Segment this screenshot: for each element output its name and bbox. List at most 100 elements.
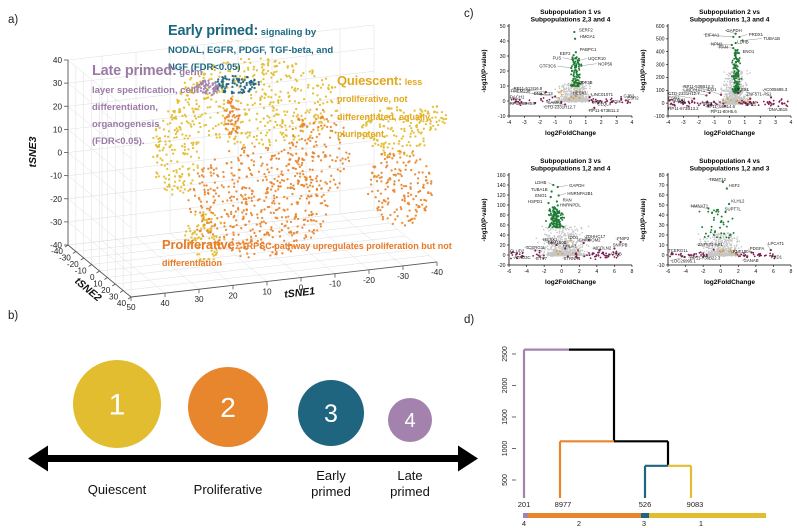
gene-label: RAN xyxy=(563,198,572,203)
gene-point xyxy=(534,249,537,252)
gene-label: NMNAT1 xyxy=(691,204,709,209)
volcano-axes xyxy=(667,173,791,266)
volcano-xtick: -2 xyxy=(542,269,547,275)
volcano-xtick: 1 xyxy=(584,120,587,126)
gene-label: RNF150 xyxy=(733,249,750,254)
gene-point xyxy=(564,103,567,106)
gene-point xyxy=(727,202,731,206)
volcano-ticks: -100 0 100 200 300 400 500 600 -4 -3 -2 -1 0 1 2 3 4 xyxy=(654,24,792,126)
gene-label: KLHL2 xyxy=(731,199,745,204)
tsne-tick-labels: 403020100-10-20-30-40-40-30-20-100102030… xyxy=(50,56,443,312)
subpopulation-label: Early xyxy=(316,468,346,483)
volcano-ytick: 70 xyxy=(659,183,665,189)
gene-label: RP11-80H5.9 xyxy=(510,101,536,106)
annotation-quiescent: Quiescent: less proliferative, not diffe… xyxy=(337,72,457,141)
tsne3-tick: 10 xyxy=(53,125,63,134)
volcano-ytick: 80 xyxy=(659,173,665,179)
volcano-ytick: 500 xyxy=(656,37,665,43)
gene-label: EEF2 xyxy=(560,51,571,56)
annotation-early-primed-body: signaling by NODAL, EGFR, PDGF, TGF-beta… xyxy=(168,27,334,73)
subpopulation-circle-3 xyxy=(298,380,364,446)
gene-point xyxy=(572,54,575,57)
volcano-xtick: -6 xyxy=(666,269,671,275)
tsne3-tick: 40 xyxy=(53,56,63,65)
gene-label: ETV7 xyxy=(536,256,547,261)
volcano-title-line1: Subpopulation 4 vs xyxy=(699,158,760,165)
gene-label: HNRNPA2B1 xyxy=(567,191,593,196)
gene-label: FNIP2 xyxy=(617,236,630,241)
dendro-leaf-count: 201 xyxy=(518,500,531,509)
gene-label: CAMK2 xyxy=(547,100,562,105)
tsne-grid xyxy=(67,24,438,298)
gene-label: RP11-348I14.6 xyxy=(706,104,735,109)
volcano-ytick: 0 xyxy=(662,253,665,259)
gene-label: RP11-80H5.6 xyxy=(711,109,737,114)
dendro-ytick: 1000 xyxy=(502,441,509,457)
volcano-ticks: -10 0 10 20 30 40 50 60 70 80 -6 -4 -2 0 2 4 6 8 xyxy=(657,173,793,275)
gene-label: LDHB xyxy=(535,180,547,185)
subpopulation-number: 4 xyxy=(404,410,415,432)
gene-point xyxy=(556,204,559,207)
gene-label: GLUD2 xyxy=(510,249,525,254)
volcano-ylabel: -log10(P-value) xyxy=(482,198,488,241)
volcano-title-line1: Subpopulation 2 vs xyxy=(699,9,760,16)
volcano-ytick: 60 xyxy=(659,193,665,199)
gene-label: IDO1 xyxy=(568,235,579,240)
volcano-xtick: -4 xyxy=(666,120,671,126)
gene-point xyxy=(610,100,614,103)
dendro-branches xyxy=(522,348,693,498)
annotation-proliferative-body: TRPSC pathway upregulates proliferation … xyxy=(162,241,452,269)
volcano-ytick: 20 xyxy=(659,233,665,239)
subpopulation-1: 1 Quiescent xyxy=(73,360,161,497)
gene-point xyxy=(732,47,735,50)
gene-point xyxy=(521,254,524,258)
tsne3-tick: -40 xyxy=(50,241,62,250)
gene-point xyxy=(547,201,550,205)
annotation-late-primed: Late primed: germ layer specification, c… xyxy=(92,62,210,149)
gene-label: HSF2 xyxy=(729,183,741,188)
tsne3-tick: 0 xyxy=(57,149,62,158)
volcano-ytick: 50 xyxy=(659,203,665,209)
gene-point xyxy=(620,97,623,100)
dendro-leaf-count: 526 xyxy=(639,500,652,509)
volcano-xtick: 8 xyxy=(790,269,793,275)
tsne1-tick: -30 xyxy=(397,272,409,281)
volcano-ytick: 0 xyxy=(503,253,506,259)
tsne2-tick: -20 xyxy=(67,260,79,269)
dendro-cluster-label: 2 xyxy=(577,519,581,528)
subpopulation-label: Late xyxy=(397,468,422,483)
gene-label: DACH1 xyxy=(510,95,525,100)
gene-label: RP11-513I16.8 xyxy=(514,86,543,91)
volcano-xlabel: log2FoldChange xyxy=(545,279,596,286)
gene-label: PKD1 xyxy=(771,255,783,260)
dendro-ytick: 500 xyxy=(502,474,509,486)
volcano-ytick: 20 xyxy=(500,243,506,249)
gene-label: ZDHHC17 xyxy=(585,234,605,239)
gene-point xyxy=(597,102,600,105)
volcano-xtick: 4 xyxy=(595,269,598,275)
dendro-ytick: 2000 xyxy=(502,378,509,394)
dendro-leaf-count: 9083 xyxy=(687,500,704,509)
gene-label: C1QL4 xyxy=(597,102,611,107)
dendro-ytick: 1500 xyxy=(502,409,509,425)
volcano-ytick: 40 xyxy=(659,213,665,219)
gene-label: TCERG1L xyxy=(668,248,688,253)
subpopulation-label: Quiescent xyxy=(88,482,147,497)
gene-point xyxy=(560,101,563,104)
volcano-ytick: 30 xyxy=(500,54,506,60)
gene-label: 7SK xyxy=(677,99,685,104)
gene-label: TMEM238 xyxy=(511,89,531,94)
gene-label: RAN xyxy=(719,45,728,50)
gene-point xyxy=(555,243,558,247)
tsne3-tick: -10 xyxy=(50,172,62,181)
gene-point xyxy=(722,102,725,105)
subpopulation-number: 1 xyxy=(109,389,126,422)
volcano-ytick: -10 xyxy=(657,263,665,269)
gene-label: ENO1 xyxy=(743,49,755,54)
volcano-ytick: 600 xyxy=(656,24,665,30)
gene-label: LINC01071 xyxy=(591,92,613,97)
gene-label: ZNF571-AS1 xyxy=(698,242,724,247)
